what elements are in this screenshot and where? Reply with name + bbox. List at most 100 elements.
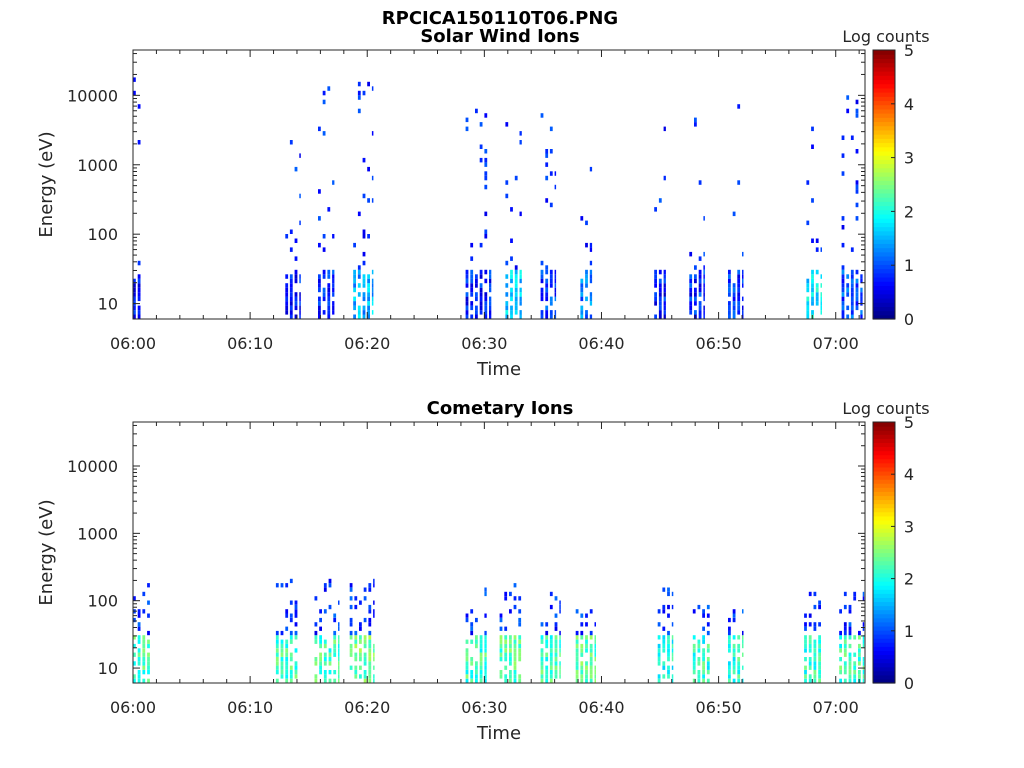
- cell-7: [589, 630, 593, 636]
- colorbar-step: [873, 454, 895, 460]
- cell-1: [275, 648, 279, 653]
- cell-4: [465, 269, 469, 275]
- colorbar-step: [873, 662, 895, 668]
- cell-1: [285, 657, 289, 662]
- spectrogram-cells: [133, 578, 865, 683]
- cell-6: [554, 613, 558, 618]
- cell-1: [285, 648, 289, 653]
- cell-8: [662, 587, 666, 592]
- cell-2: [319, 643, 322, 649]
- cell-6: [545, 149, 549, 154]
- cell-2: [333, 630, 337, 636]
- cell-10: [728, 305, 731, 311]
- cell-8: [671, 622, 674, 627]
- cell-3: [373, 674, 375, 679]
- cell-12: [843, 630, 847, 636]
- cell-1: [294, 661, 298, 666]
- cell-11: [811, 283, 814, 288]
- cell-6: [559, 635, 561, 640]
- cell-8: [663, 126, 666, 132]
- colorbar-step: [873, 491, 895, 497]
- cell-2: [314, 674, 318, 679]
- cell-6: [554, 652, 558, 657]
- cell-4: [470, 274, 474, 279]
- cell-11: [815, 287, 819, 293]
- cell-5: [504, 665, 508, 670]
- cell-3: [373, 652, 375, 657]
- cell-12: [862, 622, 865, 627]
- cell-1: [294, 604, 298, 610]
- cell-3: [362, 292, 366, 297]
- cell-5: [514, 310, 518, 315]
- cell-11: [813, 665, 817, 670]
- cell-1: [275, 670, 279, 675]
- cell-12: [858, 652, 861, 657]
- cell-11: [804, 670, 807, 675]
- cell-11: [818, 657, 821, 662]
- cell-4: [470, 626, 474, 631]
- cell-5: [504, 678, 508, 683]
- colorbar-step: [873, 146, 895, 152]
- cell-4: [470, 256, 474, 261]
- cell-3: [353, 269, 356, 275]
- cell-2: [323, 652, 327, 657]
- cell-10: [728, 617, 731, 623]
- cell-9: [698, 278, 702, 284]
- cell-8: [667, 648, 670, 653]
- cell-12: [862, 639, 865, 644]
- colorbar-step: [873, 442, 895, 448]
- cell-9: [698, 180, 702, 185]
- cell-4: [489, 278, 492, 284]
- cell-8: [658, 310, 662, 315]
- cell-5: [510, 274, 513, 279]
- cell-4: [470, 639, 474, 644]
- cell-2: [322, 296, 326, 302]
- cell-1: [294, 674, 298, 679]
- cell-12: [848, 635, 852, 640]
- cell-3: [357, 211, 361, 217]
- cell-6: [540, 314, 544, 319]
- cell-1: [280, 674, 284, 679]
- cell-3: [367, 314, 370, 319]
- cell-8: [663, 296, 666, 302]
- cell-11: [815, 301, 819, 306]
- cell-12: [843, 670, 847, 675]
- cell-6: [554, 648, 558, 653]
- cell-8: [671, 643, 674, 649]
- cell-1: [289, 305, 293, 311]
- cell-10: [732, 609, 736, 614]
- cell-4: [479, 665, 483, 670]
- cell-2: [322, 274, 326, 279]
- cell-12: [862, 591, 865, 597]
- cell-4: [470, 609, 474, 614]
- cell-9: [692, 652, 696, 657]
- cell-1: [275, 652, 279, 657]
- cell-5: [519, 131, 522, 136]
- cell-4: [465, 652, 469, 657]
- cell-12: [843, 643, 847, 649]
- cell-0: [147, 665, 150, 670]
- cell-7: [594, 622, 596, 627]
- cell-4: [479, 157, 483, 163]
- cell-7: [589, 652, 593, 657]
- cell-5: [499, 643, 503, 649]
- colorbar-step: [873, 634, 895, 639]
- cell-11: [806, 278, 810, 284]
- cell-3: [362, 157, 366, 163]
- cell-8: [667, 674, 670, 679]
- cell-6: [554, 310, 557, 315]
- cell-5: [519, 292, 522, 297]
- panel-title: Cometary Ions: [427, 398, 574, 419]
- cell-2: [323, 587, 327, 592]
- cell-7: [585, 310, 588, 315]
- cell-12: [848, 674, 852, 679]
- cell-9: [697, 639, 701, 644]
- cell-1: [294, 635, 298, 640]
- cell-11: [804, 635, 807, 640]
- cell-10: [732, 283, 736, 288]
- cell-12: [841, 269, 845, 275]
- cell-2: [322, 90, 326, 96]
- cell-1: [299, 220, 301, 226]
- cell-3: [367, 283, 370, 288]
- cell-2: [327, 269, 331, 275]
